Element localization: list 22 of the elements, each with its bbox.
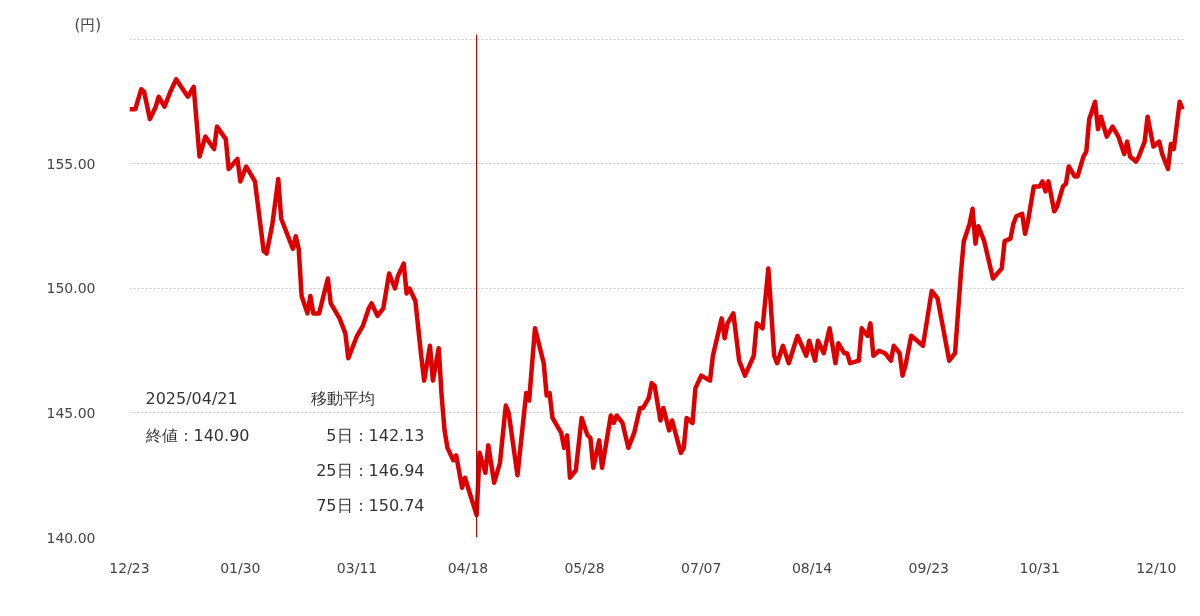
x-tick-label: 05/28 (564, 559, 605, 576)
x-tick-label: 01/30 (220, 559, 261, 576)
x-tick-label: 07/07 (681, 559, 722, 576)
annotation: 75日：150.74 (316, 496, 425, 515)
x-tick-label: 04/18 (447, 559, 489, 576)
annotation: 移動平均 (310, 389, 375, 408)
y-tick-label: 155.00 (46, 155, 96, 172)
x-tick-label: 09/23 (908, 559, 949, 576)
annotation: 5日：142.13 (326, 426, 425, 445)
line-series (129, 77, 1185, 518)
x-tick-label: 12/23 (109, 559, 150, 576)
y-tick-label: 150.00 (46, 280, 96, 297)
annotation: 終値：140.90 (144, 426, 250, 445)
y-tick-label: 140.00 (46, 529, 96, 546)
annotation: 2025/04/21 (145, 389, 238, 408)
y-axis-title: (円) (74, 15, 102, 34)
x-tick-label: 08/14 (791, 559, 833, 576)
x-tick-label: 12/10 (1136, 559, 1177, 576)
x-tick-label: 10/31 (1019, 559, 1060, 576)
x-tick-label: 03/11 (336, 559, 378, 576)
annotation: 25日：146.94 (316, 461, 425, 480)
y-tick-label: 145.00 (46, 405, 96, 421)
